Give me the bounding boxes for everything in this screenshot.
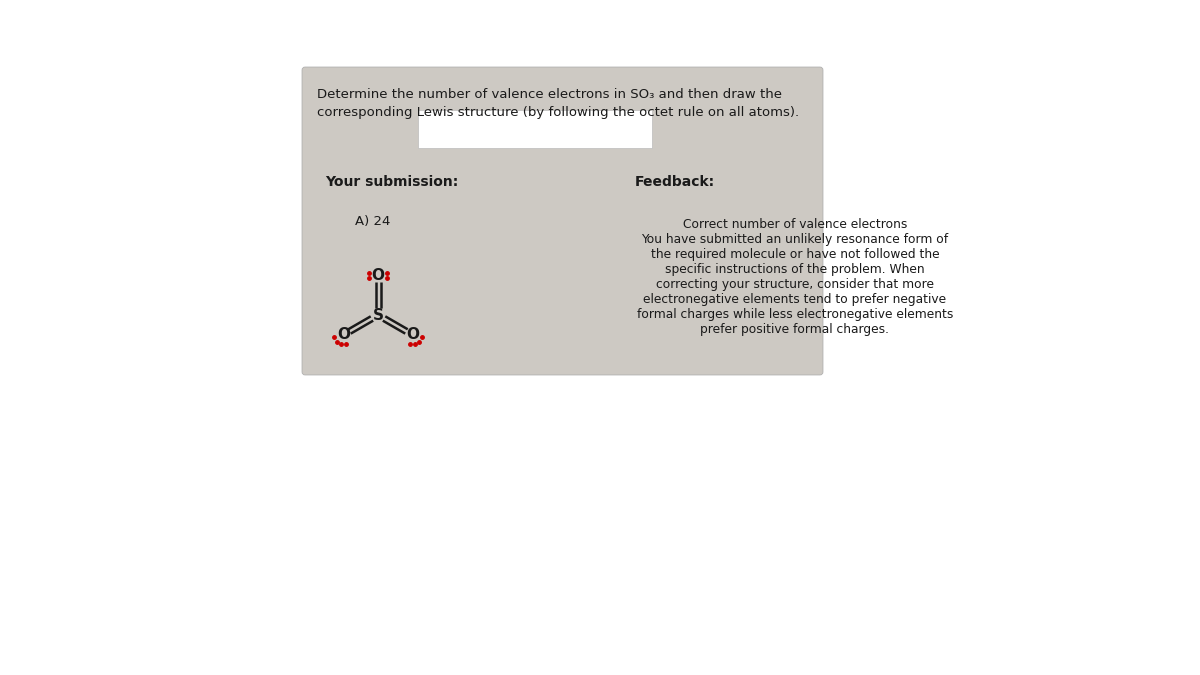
FancyBboxPatch shape: [302, 67, 823, 375]
Text: O: O: [372, 267, 384, 283]
Text: the required molecule or have not followed the: the required molecule or have not follow…: [650, 248, 940, 261]
Text: Correct number of valence electrons: Correct number of valence electrons: [683, 218, 907, 231]
Text: S: S: [372, 308, 384, 323]
Text: Determine the number of valence electrons in SO₃ and then draw the: Determine the number of valence electron…: [317, 88, 782, 101]
Text: formal charges while less electronegative elements: formal charges while less electronegativ…: [637, 308, 953, 321]
Text: O: O: [406, 327, 419, 342]
Text: Your submission:: Your submission:: [325, 175, 458, 189]
Text: prefer positive formal charges.: prefer positive formal charges.: [701, 323, 889, 336]
Text: correcting your structure, consider that more: correcting your structure, consider that…: [656, 278, 934, 291]
Text: O: O: [337, 327, 350, 342]
Text: electronegative elements tend to prefer negative: electronegative elements tend to prefer …: [643, 293, 947, 306]
Text: You have submitted an unlikely resonance form of: You have submitted an unlikely resonance…: [642, 233, 948, 246]
Text: Feedback:: Feedback:: [635, 175, 715, 189]
Text: corresponding Lewis structure (by following the octet rule on all atoms).: corresponding Lewis structure (by follow…: [317, 106, 799, 119]
Text: specific instructions of the problem. When: specific instructions of the problem. Wh…: [665, 263, 925, 276]
Bar: [418, 110, 652, 148]
Text: A) 24: A) 24: [355, 215, 390, 228]
